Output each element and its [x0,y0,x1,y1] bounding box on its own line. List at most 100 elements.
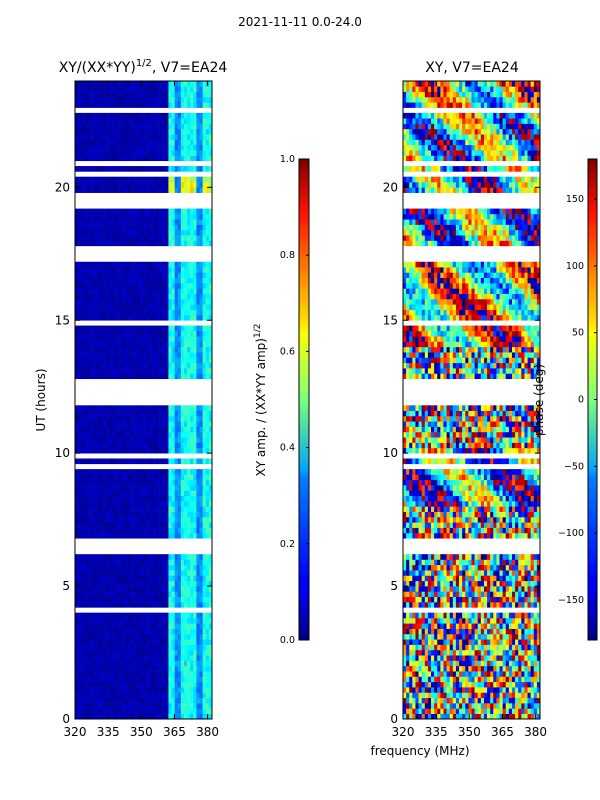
heatmap-cell [165,346,169,353]
heatmap-cell [84,602,88,608]
heatmap-cell [187,362,191,369]
heatmap-cell [146,208,151,215]
heatmap-cell [190,336,194,342]
heatmap-cell [190,639,194,645]
heatmap-cell [177,442,182,449]
heatmap-cell [103,490,107,496]
heatmap-cell [202,490,207,496]
heatmap-cell [103,96,107,103]
heatmap-cell [174,272,179,279]
heatmap-cell [403,692,407,699]
heatmap-cell [193,511,197,518]
heatmap-cell [190,617,194,624]
heatmap-cell [159,655,163,661]
heatmap-cell [152,660,157,667]
heatmap-cell [124,309,129,316]
heatmap-cell [193,267,197,273]
heatmap-cell [106,559,110,566]
heatmap-cell [187,373,191,380]
heatmap-cell [121,437,126,443]
heatmap-cell [109,442,113,449]
amplitude-colorbar: 0.00.20.40.60.81.0 XY amp. / (XX*YY amp)… [253,154,310,646]
heatmap-cell [159,596,163,603]
heatmap-cell [146,346,151,353]
heatmap-cell [480,708,485,714]
heatmap-cell [183,506,188,512]
heatmap-cell [162,261,166,268]
heatmap-cell [140,639,144,645]
heatmap-cell [190,644,194,651]
heatmap-cell [127,628,132,635]
heatmap-cell [115,176,119,183]
heatmap-cell [87,516,91,523]
heatmap-cell [109,304,113,310]
heatmap-cell [190,580,194,587]
heatmap-cell [177,495,182,502]
heatmap-cell [75,229,79,236]
heatmap-cell [106,586,110,592]
heatmap-cell [99,516,104,523]
heatmap-cell [190,134,194,140]
heatmap-cell [468,703,472,709]
heatmap-cell [75,314,79,321]
heatmap-cell [118,479,122,486]
heatmap-cell [90,421,94,427]
heatmap-cell [502,703,507,709]
heatmap-cell [149,283,154,289]
heatmap-cell [208,575,213,582]
heatmap-cell [418,676,422,683]
heatmap-cell [455,708,460,714]
heatmap-cell [511,713,516,720]
heatmap-cell [187,633,191,640]
heatmap-cell [440,644,444,651]
heatmap-cell [177,431,182,438]
heatmap-cell [143,660,147,667]
heatmap-cell [124,208,129,215]
heatmap-cell [131,681,135,688]
heatmap-cell [127,277,132,284]
heatmap-cell [171,633,175,640]
heatmap-cell [106,213,110,220]
heatmap-cell [533,692,538,699]
heatmap-cell [415,681,419,688]
heatmap-cell [137,118,141,124]
heatmap-cell [109,102,113,108]
heatmap-cell [171,586,175,592]
heatmap-cell [199,309,203,316]
heatmap-cell [93,649,98,656]
heatmap-cell [499,676,503,683]
heatmap-cell [183,554,188,560]
heatmap-cell [134,139,138,146]
heatmap-cell [152,532,157,539]
heatmap-cell [112,219,116,225]
heatmap-cell [202,591,207,598]
heatmap-cell [193,628,197,635]
heatmap-cell [168,644,172,651]
heatmap-cell [165,692,169,699]
heatmap-cell [140,304,144,310]
heatmap-cell [174,267,179,273]
heatmap-cell [146,277,151,284]
heatmap-cell [99,405,104,411]
heatmap-cell [103,277,107,284]
heatmap-cell [137,123,141,130]
heatmap-cell [174,150,179,156]
heatmap-cell [496,665,500,672]
heatmap-cell [155,405,160,411]
heatmap-cell [140,479,144,486]
heatmap-cell [81,208,85,215]
heatmap-cell [505,681,510,688]
heatmap-cell [190,490,194,496]
heatmap-cell [81,277,85,284]
heatmap-cell [483,687,488,693]
heatmap-cell [106,474,110,481]
heatmap-cell [118,96,122,103]
heatmap-cell [171,102,175,108]
heatmap-cell [152,713,157,720]
heatmap-cell [177,649,182,656]
heatmap-cell [427,692,432,699]
heatmap-cell [196,437,200,443]
heatmap-cell [90,665,94,672]
heatmap-cell [84,570,88,576]
heatmap-cell [412,681,416,688]
